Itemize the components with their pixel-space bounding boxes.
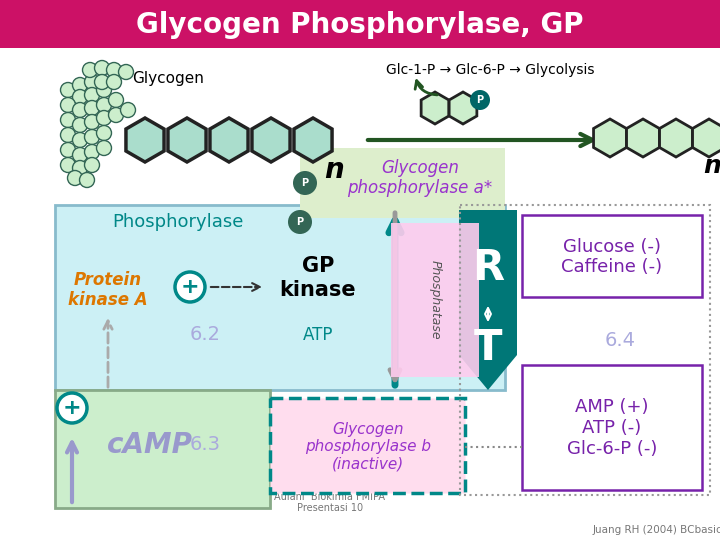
Text: 6.3: 6.3 xyxy=(189,435,220,455)
Circle shape xyxy=(120,103,135,118)
Text: P: P xyxy=(297,217,304,227)
Circle shape xyxy=(84,75,99,90)
Polygon shape xyxy=(252,118,290,162)
Circle shape xyxy=(84,100,99,116)
Circle shape xyxy=(84,87,99,103)
Text: Glycogen
phosphorylase a*: Glycogen phosphorylase a* xyxy=(347,159,492,198)
Circle shape xyxy=(109,107,124,123)
Text: Protein
kinase A: Protein kinase A xyxy=(68,271,148,309)
Circle shape xyxy=(84,130,99,145)
Text: +: + xyxy=(63,398,81,418)
Circle shape xyxy=(96,125,112,140)
Circle shape xyxy=(60,143,76,158)
FancyBboxPatch shape xyxy=(522,365,702,490)
Circle shape xyxy=(84,114,99,130)
Text: Glycogen: Glycogen xyxy=(132,71,204,85)
Circle shape xyxy=(73,90,88,105)
Text: n-1: n-1 xyxy=(703,154,720,178)
Bar xyxy=(55,205,505,390)
Text: Presentasi 10: Presentasi 10 xyxy=(297,503,363,513)
Circle shape xyxy=(94,75,109,90)
Polygon shape xyxy=(126,118,164,162)
Text: Aulani  Biokimia FMIPA: Aulani Biokimia FMIPA xyxy=(274,492,385,502)
Text: Glycogen Phosphorylase, GP: Glycogen Phosphorylase, GP xyxy=(136,11,584,39)
Polygon shape xyxy=(459,210,517,390)
Circle shape xyxy=(96,111,112,125)
Circle shape xyxy=(107,75,122,90)
Text: P: P xyxy=(477,95,484,105)
Text: Glucose (-)
Caffeine (-): Glucose (-) Caffeine (-) xyxy=(562,238,662,276)
Circle shape xyxy=(73,118,88,132)
Circle shape xyxy=(79,172,94,187)
Circle shape xyxy=(60,98,76,112)
FancyBboxPatch shape xyxy=(300,148,505,218)
Text: cAMP: cAMP xyxy=(107,431,193,459)
Circle shape xyxy=(73,160,88,176)
Text: Glycogen
phosphorylase b
(inactive): Glycogen phosphorylase b (inactive) xyxy=(305,422,431,472)
Circle shape xyxy=(94,60,109,76)
Text: +: + xyxy=(181,277,199,297)
Polygon shape xyxy=(660,119,693,157)
FancyBboxPatch shape xyxy=(522,215,702,297)
Circle shape xyxy=(73,132,88,147)
Circle shape xyxy=(73,147,88,163)
Text: 6.2: 6.2 xyxy=(189,326,220,345)
Circle shape xyxy=(57,393,87,423)
Text: ATP: ATP xyxy=(302,326,333,344)
Text: n: n xyxy=(324,156,344,184)
Circle shape xyxy=(60,127,76,143)
Circle shape xyxy=(84,158,99,172)
Text: Juang RH (2004) BCbasics: Juang RH (2004) BCbasics xyxy=(593,525,720,535)
Circle shape xyxy=(293,171,317,195)
Polygon shape xyxy=(449,92,477,124)
Circle shape xyxy=(96,83,112,98)
Bar xyxy=(0,0,720,48)
Text: AMP (+)
ATP (-)
Glc-6-P (-): AMP (+) ATP (-) Glc-6-P (-) xyxy=(567,398,657,458)
Polygon shape xyxy=(421,92,449,124)
Circle shape xyxy=(288,210,312,234)
Circle shape xyxy=(175,272,205,302)
Circle shape xyxy=(84,145,99,159)
Text: Phosphorylase: Phosphorylase xyxy=(112,213,243,231)
Text: GP
kinase: GP kinase xyxy=(279,256,356,300)
Polygon shape xyxy=(210,118,248,162)
Polygon shape xyxy=(626,119,660,157)
Text: P: P xyxy=(302,178,309,188)
Polygon shape xyxy=(168,118,206,162)
Circle shape xyxy=(83,63,97,78)
Bar xyxy=(55,390,270,508)
Circle shape xyxy=(60,112,76,127)
Text: 6.4: 6.4 xyxy=(605,330,636,349)
Circle shape xyxy=(60,158,76,172)
Circle shape xyxy=(73,103,88,118)
Circle shape xyxy=(96,140,112,156)
FancyBboxPatch shape xyxy=(270,398,465,493)
Circle shape xyxy=(107,63,122,78)
Polygon shape xyxy=(693,119,720,157)
Circle shape xyxy=(73,78,88,92)
Circle shape xyxy=(68,171,83,186)
Circle shape xyxy=(96,98,112,112)
Text: Phosphatase: Phosphatase xyxy=(428,260,441,340)
Text: T: T xyxy=(474,327,503,369)
Circle shape xyxy=(60,83,76,98)
Polygon shape xyxy=(294,118,332,162)
Text: Glc-1-P → Glc-6-P → Glycolysis: Glc-1-P → Glc-6-P → Glycolysis xyxy=(386,63,594,77)
Circle shape xyxy=(470,90,490,110)
Text: R: R xyxy=(472,247,504,289)
Circle shape xyxy=(119,64,133,79)
Circle shape xyxy=(109,92,124,107)
Polygon shape xyxy=(593,119,626,157)
